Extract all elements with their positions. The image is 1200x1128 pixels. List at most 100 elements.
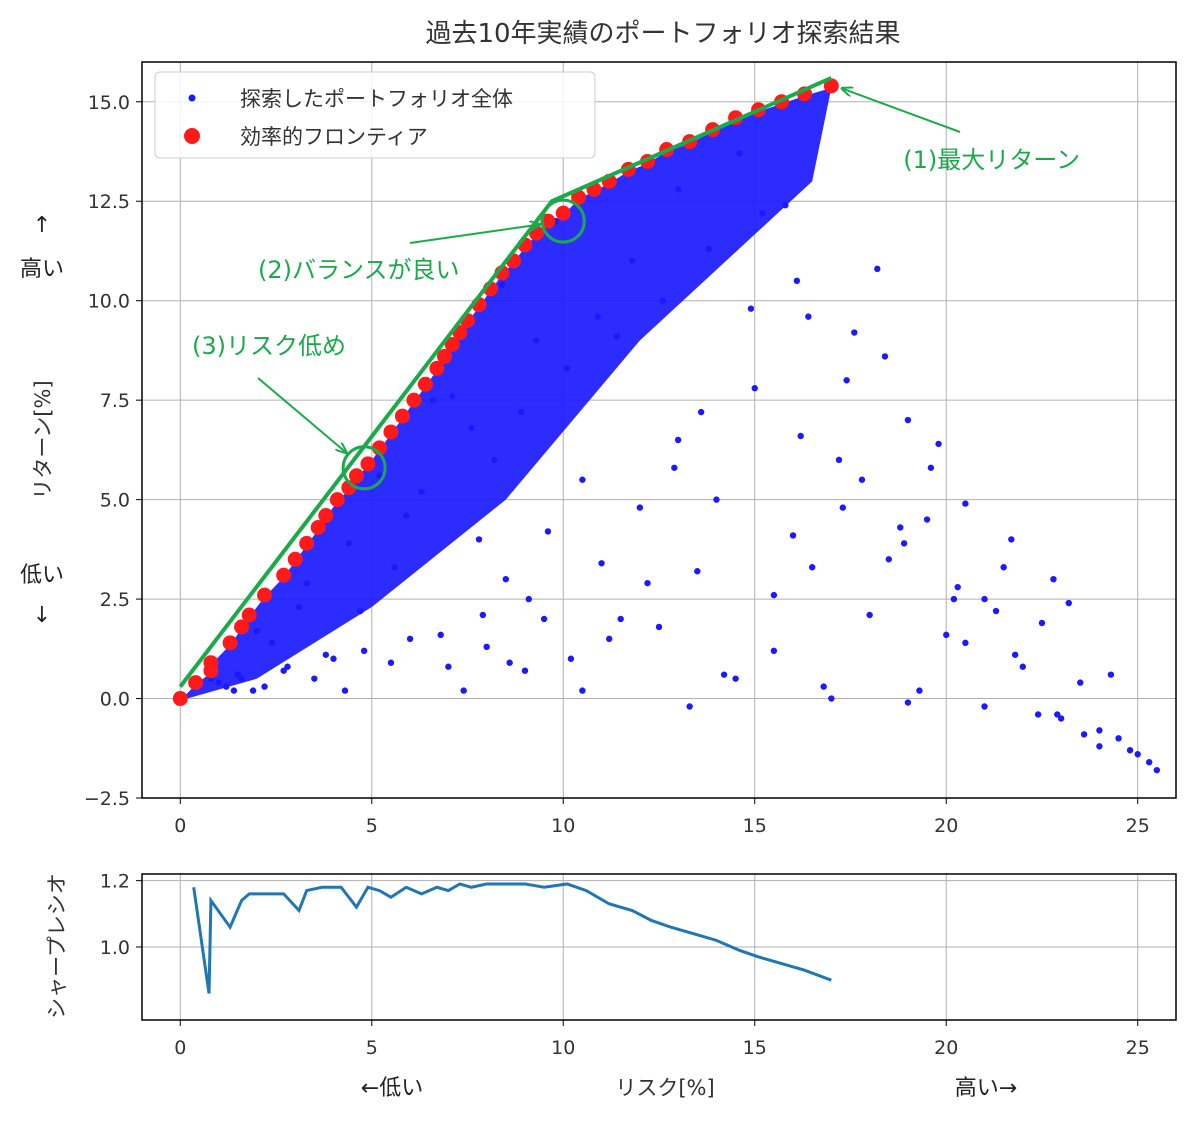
scatter-point bbox=[808, 564, 816, 571]
legend-label-frontier: 効率的フロンティア bbox=[240, 125, 428, 149]
scatter-point bbox=[598, 560, 605, 567]
sub-x-tick-label: 0 bbox=[174, 1037, 186, 1059]
frontier-point bbox=[234, 619, 250, 635]
legend-label-scatter: 探索したポートフォリオ全体 bbox=[240, 87, 513, 111]
scatter-point bbox=[881, 353, 889, 360]
envelope-line bbox=[178, 76, 833, 688]
bottom-low-label: ←低い bbox=[361, 1076, 423, 1101]
scatter-point bbox=[770, 647, 778, 654]
scatter-point bbox=[1096, 727, 1103, 734]
scatter-point bbox=[828, 695, 835, 702]
scatter-point bbox=[805, 313, 812, 320]
main-x-tick-label: 25 bbox=[1126, 815, 1150, 837]
scatter-point bbox=[234, 671, 241, 678]
scatter-point bbox=[858, 476, 866, 483]
scatter-point bbox=[697, 408, 705, 416]
sub-x-tick-label: 10 bbox=[551, 1037, 575, 1059]
scatter-point bbox=[636, 504, 644, 511]
main-y-tick-label: 15.0 bbox=[88, 92, 130, 114]
scatter-point bbox=[253, 627, 261, 635]
scatter-point bbox=[935, 440, 942, 448]
scatter-point bbox=[617, 615, 624, 623]
scatter-point bbox=[223, 683, 230, 690]
scatter-point bbox=[904, 699, 912, 706]
scatter-point bbox=[613, 333, 621, 340]
main-scatter-plot: (1)最大リターン (2)バランスが良い (3)リスク低め 0 5 10 15 20 25 −… bbox=[20, 61, 1177, 837]
frontier-point bbox=[417, 376, 433, 392]
main-x-tick-label: 15 bbox=[743, 815, 767, 837]
legend: 探索したポートフォリオ全体 効率的フロンティア bbox=[154, 71, 596, 159]
annotation-arrow bbox=[843, 89, 961, 133]
frontier-point bbox=[287, 551, 303, 567]
scatter-point bbox=[770, 591, 778, 599]
annotation-circle bbox=[540, 198, 586, 244]
main-plot-frame bbox=[141, 61, 1177, 799]
scatter-point bbox=[874, 265, 881, 273]
main-y-tick-label: 10.0 bbox=[88, 291, 130, 313]
sub-x-tick-label: 15 bbox=[743, 1037, 767, 1059]
scatter-point bbox=[671, 464, 678, 471]
scatter-point bbox=[483, 643, 490, 651]
scatter-point bbox=[567, 655, 575, 662]
sharpe-line bbox=[192, 882, 832, 994]
scatter-point bbox=[981, 595, 988, 603]
frontier-point bbox=[437, 348, 453, 364]
scatter-point bbox=[544, 528, 552, 535]
annotation-label: (2)バランスが良い bbox=[258, 256, 460, 284]
scatter-point bbox=[797, 432, 804, 440]
scatter-point bbox=[525, 595, 532, 603]
main-x-tick-label: 20 bbox=[934, 815, 958, 837]
frontier-point bbox=[172, 691, 188, 707]
scatter-point bbox=[449, 392, 456, 400]
frontier-envelope-line bbox=[178, 76, 833, 688]
scatter-point bbox=[1050, 575, 1057, 583]
scatter-point bbox=[533, 337, 540, 344]
scatter-point bbox=[851, 329, 858, 336]
frontier-point bbox=[406, 392, 422, 408]
frontier-point bbox=[310, 519, 326, 535]
scatter-point bbox=[927, 464, 935, 471]
scatter-point bbox=[747, 305, 755, 312]
scatter-point bbox=[713, 496, 720, 503]
scatter-point bbox=[345, 540, 352, 547]
frontier-point bbox=[257, 587, 273, 603]
scatter-point bbox=[563, 365, 571, 372]
scatter-point bbox=[330, 655, 337, 662]
scatter-series bbox=[180, 87, 1161, 774]
main-y-tick-label: 0.0 bbox=[100, 689, 130, 711]
sub-grid bbox=[142, 874, 1176, 1020]
scatter-point bbox=[674, 186, 682, 193]
scatter-point bbox=[311, 675, 318, 682]
main-x-tick-label: 5 bbox=[366, 815, 378, 837]
scatter-point bbox=[916, 687, 923, 694]
scatter-point bbox=[437, 631, 444, 639]
legend-marker-scatter bbox=[188, 94, 196, 102]
scatter-point bbox=[950, 595, 958, 603]
sub-y-ticks: 1.0 1.2 bbox=[100, 871, 142, 959]
sub-x-tick-label: 5 bbox=[366, 1037, 378, 1059]
main-y-tick-label: 5.0 bbox=[100, 490, 130, 512]
main-y-axis-label: リターン[%] bbox=[31, 380, 55, 499]
sub-y-tick-label: 1.0 bbox=[100, 937, 130, 959]
scatter-point bbox=[1065, 599, 1072, 607]
legend-box bbox=[154, 71, 596, 159]
frontier-series bbox=[172, 78, 839, 707]
scatter-point bbox=[295, 603, 303, 611]
frontier-point bbox=[540, 213, 556, 229]
scatter-point bbox=[341, 687, 349, 694]
scatter-point bbox=[1153, 766, 1161, 774]
scatter-point bbox=[418, 488, 425, 495]
scatter-point bbox=[720, 671, 728, 678]
scatter-point bbox=[843, 377, 850, 384]
scatter-point bbox=[475, 536, 483, 543]
annotation-label: (1)最大リターン bbox=[903, 146, 1080, 174]
scatter-point bbox=[1000, 564, 1007, 571]
scatter-point bbox=[445, 663, 452, 670]
main-x-ticks: 0 5 10 15 20 25 bbox=[174, 798, 1150, 837]
scatter-point bbox=[686, 703, 693, 710]
frontier-point bbox=[318, 508, 334, 524]
scatter-point bbox=[1019, 663, 1027, 670]
frontier-point bbox=[241, 607, 257, 623]
scatter-point bbox=[736, 150, 743, 157]
main-x-tick-label: 0 bbox=[174, 815, 186, 837]
